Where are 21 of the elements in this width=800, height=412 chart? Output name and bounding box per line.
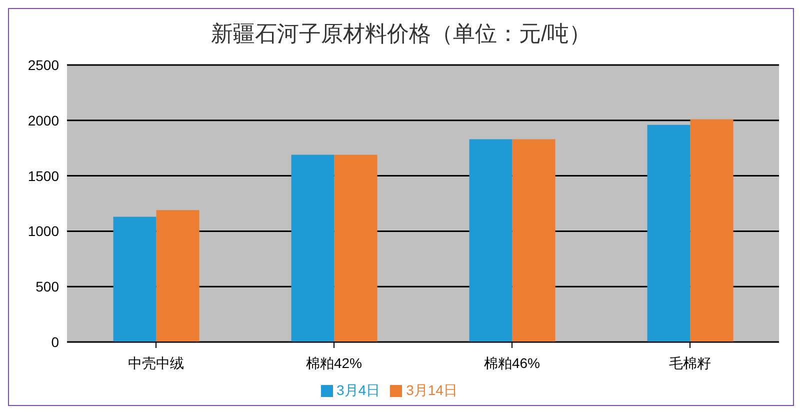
y-tick-label: 2000 bbox=[28, 112, 60, 128]
legend-label: 3月14日 bbox=[406, 382, 458, 398]
x-tick-label: 棉粕42% bbox=[306, 354, 362, 371]
bar bbox=[647, 124, 690, 342]
bar bbox=[291, 154, 334, 342]
bar bbox=[690, 119, 734, 342]
y-tick-label: 500 bbox=[36, 278, 60, 295]
bar bbox=[469, 139, 512, 342]
bar bbox=[512, 139, 556, 342]
y-tick-label: 1500 bbox=[28, 168, 60, 184]
bar bbox=[156, 210, 200, 342]
x-tick-label: 棉粕46% bbox=[484, 354, 540, 371]
y-tick-label: 1000 bbox=[28, 223, 60, 240]
x-tick-label: 毛棉籽 bbox=[669, 354, 711, 371]
legend-label: 3月4日 bbox=[336, 382, 380, 398]
x-tick-label: 中壳中绒 bbox=[128, 354, 184, 371]
y-tick-label: 2500 bbox=[28, 56, 60, 73]
y-tick-label: 0 bbox=[51, 334, 60, 350]
chart-title: 新疆石河子原材料价格（单位：元/吨） bbox=[210, 20, 592, 48]
bar bbox=[334, 154, 378, 342]
bar bbox=[113, 216, 156, 342]
